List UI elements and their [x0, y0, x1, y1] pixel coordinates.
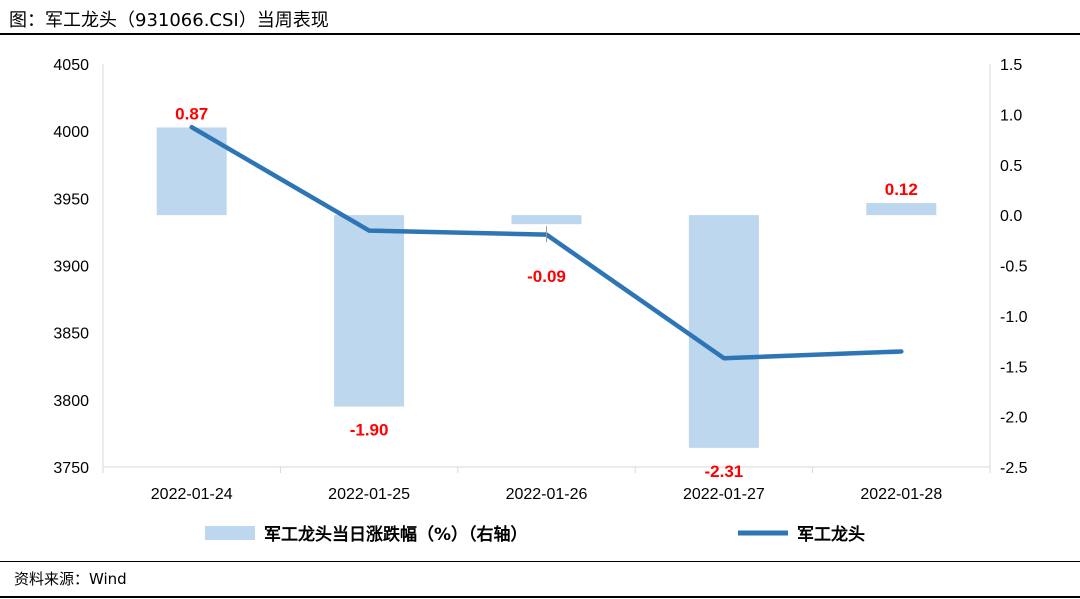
data-label-2022-01-24: 0.87 [175, 104, 208, 123]
x-tick-label: 2022-01-26 [506, 486, 588, 503]
right-tick-label: -1.5 [1000, 359, 1028, 376]
bar-2022-01-28 [866, 203, 937, 216]
legend-swatch-bar [205, 526, 255, 540]
right-tick-label: -2.5 [1000, 460, 1028, 477]
top-rule [0, 33, 1080, 35]
left-tick-label: 4050 [53, 57, 89, 74]
left-tick-label: 3800 [53, 393, 89, 410]
data-label-2022-01-28: 0.12 [885, 180, 918, 199]
left-tick-label: 3750 [53, 460, 89, 477]
data-labels: 0.87 -1.90 -0.09 -2.31 0.12 [175, 104, 918, 480]
end-rule [0, 596, 1080, 598]
legend-label-line: 军工龙头 [797, 524, 865, 545]
bottom-rule [0, 561, 1080, 562]
bar-2022-01-27 [688, 215, 759, 448]
left-tick-label: 3850 [53, 326, 89, 343]
legend-label-bar: 军工龙头当日涨跌幅（%）（右轴） [264, 524, 528, 545]
left-tick-label: 3950 [53, 191, 89, 208]
legend: 军工龙头当日涨跌幅（%）（右轴） 军工龙头 [205, 524, 865, 545]
right-tick-label: 0.0 [1000, 208, 1022, 225]
data-label-2022-01-27: -2.31 [705, 462, 744, 481]
combo-chart: 0.87 -1.90 -0.09 -2.31 0.12 4050 4000 3950 3900… [53, 57, 1027, 545]
bar-series [156, 127, 937, 448]
chart-title: 图：军工龙头（931066.CSI）当周表现 [9, 10, 329, 31]
right-tick-label: -0.5 [1000, 259, 1028, 276]
data-label-2022-01-26: -0.09 [527, 267, 566, 286]
x-tick-label: 2022-01-24 [151, 486, 233, 503]
right-tick-label: -1.0 [1000, 309, 1028, 326]
data-label-2022-01-25: -1.90 [350, 421, 389, 440]
bar-2022-01-26 [511, 215, 582, 225]
right-tick-label: 1.0 [1000, 107, 1022, 124]
x-tick-label: 2022-01-25 [328, 486, 410, 503]
x-tick-label: 2022-01-28 [860, 486, 942, 503]
right-tick-label: -2.0 [1000, 410, 1028, 427]
right-tick-label: 0.5 [1000, 158, 1022, 175]
line-path [189, 124, 904, 361]
left-tick-label: 3900 [53, 259, 89, 276]
bar-2022-01-25 [334, 215, 405, 407]
source-note: 资料来源：Wind [14, 570, 127, 588]
tick-labels: 4050 4000 3950 3900 3850 3800 3750 1.5 1.0 0.5 0.0… [53, 57, 1027, 503]
line-series [189, 124, 904, 361]
right-tick-label: 1.5 [1000, 57, 1022, 74]
chart-axes [102, 64, 991, 473]
left-tick-label: 4000 [53, 124, 89, 141]
x-tick-label: 2022-01-27 [683, 486, 765, 503]
